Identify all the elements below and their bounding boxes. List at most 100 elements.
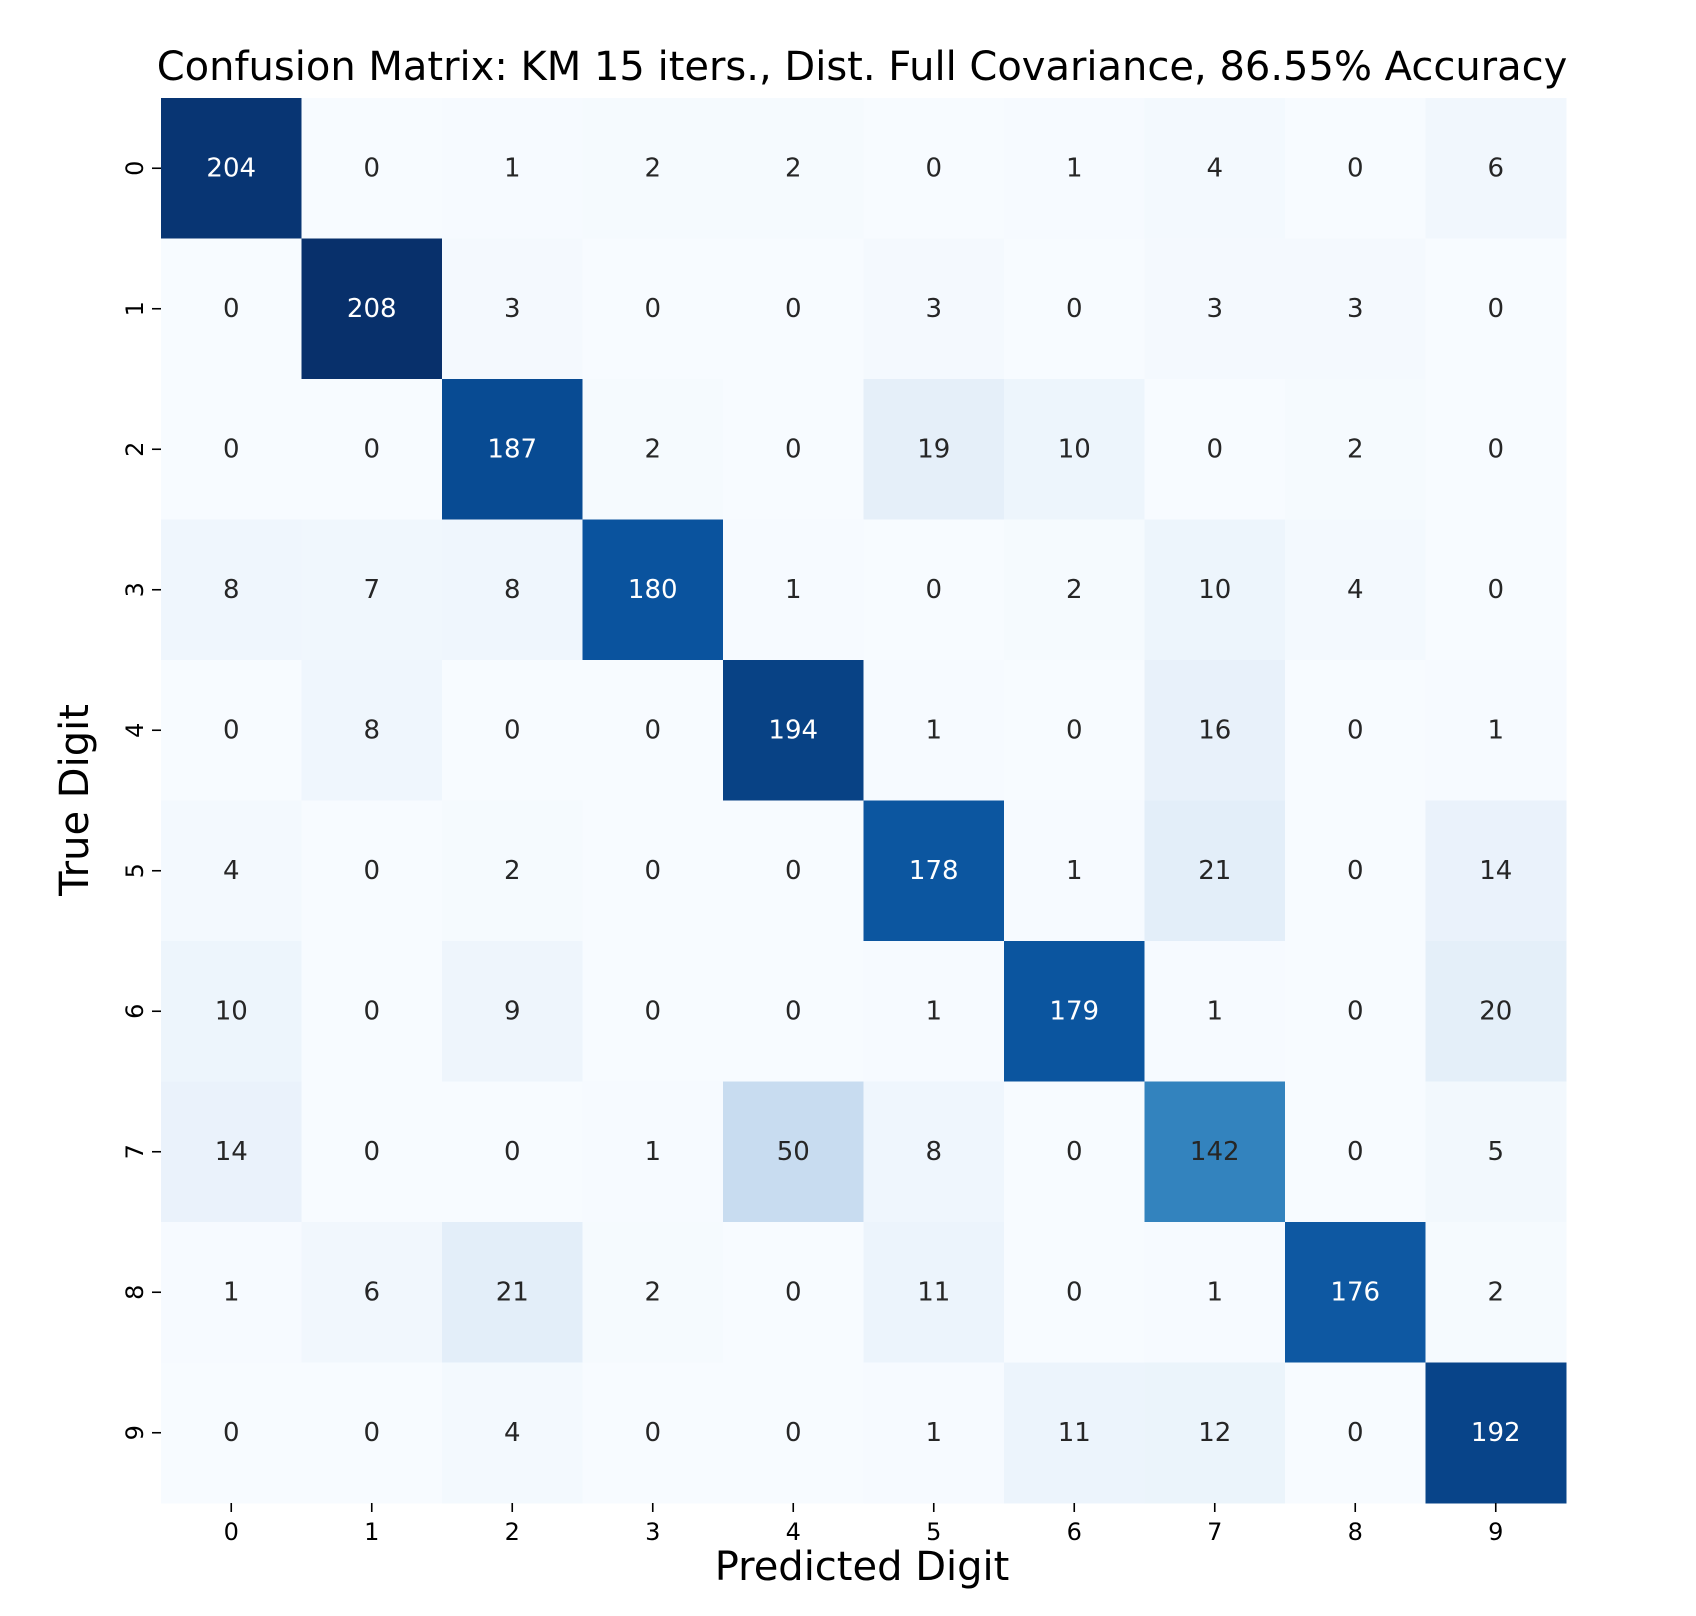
heatmap-cell-value-r5-c4: 0 bbox=[785, 856, 802, 886]
heatmap-cell-value-r3-c6: 2 bbox=[1066, 575, 1083, 605]
heatmap-cell-value-r3-c5: 0 bbox=[925, 575, 942, 605]
heatmap-cell-r6-c1 bbox=[301, 941, 443, 1082]
heatmap-cell-value-r9-c5: 1 bbox=[925, 1418, 942, 1448]
heatmap-cell-r9-c9 bbox=[1425, 1362, 1567, 1504]
heatmap-cell-r9-c4 bbox=[723, 1362, 864, 1504]
heatmap-cell-r7-c2 bbox=[442, 1081, 583, 1223]
heatmap-cell-value-r3-c3: 180 bbox=[628, 575, 678, 605]
heatmap-cell-value-r7-c6: 0 bbox=[1066, 1137, 1083, 1167]
heatmap-cell-r1-c8 bbox=[1285, 238, 1426, 380]
heatmap-cell-r1-c7 bbox=[1144, 238, 1286, 380]
heatmap-cell-r1-c4 bbox=[723, 238, 864, 380]
x-tick-label-0: 0 bbox=[224, 1518, 239, 1546]
heatmap-cell-value-r6-c2: 9 bbox=[504, 996, 521, 1026]
heatmap-cell-r8-c5 bbox=[863, 1222, 1005, 1363]
heatmap-cell-value-r7-c3: 1 bbox=[644, 1137, 661, 1167]
heatmap-cell-r0-c3 bbox=[582, 98, 724, 239]
heatmap-cell-value-r1-c3: 0 bbox=[644, 294, 661, 324]
heatmap-cell-r3-c9 bbox=[1425, 519, 1567, 661]
x-tick-label-8: 8 bbox=[1348, 1518, 1363, 1546]
heatmap-cell-value-r8-c1: 6 bbox=[363, 1277, 380, 1307]
heatmap-cell-r6-c4 bbox=[723, 941, 864, 1082]
x-axis-label: Predicted Digit bbox=[715, 1544, 1010, 1590]
heatmap-cell-r9-c2 bbox=[442, 1362, 583, 1504]
heatmap-cell-value-r9-c8: 0 bbox=[1347, 1418, 1364, 1448]
heatmap-cell-value-r8-c6: 0 bbox=[1066, 1277, 1083, 1307]
heatmap-cell-r1-c1 bbox=[301, 238, 443, 380]
heatmap-cell-r3-c8 bbox=[1285, 519, 1426, 661]
heatmap-cell-value-r0-c0: 204 bbox=[206, 153, 256, 183]
heatmap-cell-value-r8-c0: 1 bbox=[223, 1277, 240, 1307]
heatmap-cell-r0-c2 bbox=[442, 98, 583, 239]
heatmap-cell-r4-c7 bbox=[1144, 660, 1286, 801]
heatmap-cell-r9-c3 bbox=[582, 1362, 724, 1504]
heatmap-cell-value-r4-c6: 0 bbox=[1066, 715, 1083, 745]
heatmap-cell-r5-c0 bbox=[161, 800, 302, 942]
heatmap-cell-r8-c9 bbox=[1425, 1222, 1567, 1363]
heatmap-cell-r6-c2 bbox=[442, 941, 583, 1082]
heatmap-cell-value-r1-c7: 3 bbox=[1206, 294, 1223, 324]
heatmap-cell-value-r6-c9: 20 bbox=[1479, 996, 1512, 1026]
heatmap-cell-value-r4-c2: 0 bbox=[504, 715, 521, 745]
heatmap-cell-value-r0-c9: 6 bbox=[1487, 153, 1504, 183]
heatmap-cell-value-r9-c3: 0 bbox=[644, 1418, 661, 1448]
heatmap-cell-value-r8-c3: 2 bbox=[644, 1277, 661, 1307]
heatmap-cell-value-r6-c1: 0 bbox=[363, 996, 380, 1026]
heatmap-cell-r0-c4 bbox=[723, 98, 864, 239]
heatmap-cell-r8-c1 bbox=[301, 1222, 443, 1363]
heatmap-cell-value-r4-c4: 194 bbox=[768, 715, 818, 745]
heatmap-cell-r6-c8 bbox=[1285, 941, 1426, 1082]
heatmap-cell-value-r1-c6: 0 bbox=[1066, 294, 1083, 324]
heatmap-cell-r5-c6 bbox=[1004, 800, 1145, 942]
heatmap-cell-value-r3-c9: 0 bbox=[1487, 575, 1504, 605]
heatmap-cell-r0-c7 bbox=[1144, 98, 1286, 239]
heatmap-cell-value-r1-c8: 3 bbox=[1347, 294, 1364, 324]
heatmap-cell-r5-c4 bbox=[723, 800, 864, 942]
heatmap-cell-value-r5-c7: 21 bbox=[1198, 856, 1231, 886]
heatmap-cell-r4-c2 bbox=[442, 660, 583, 801]
chart-title: Confusion Matrix: KM 15 iters., Dist. Fu… bbox=[157, 44, 1568, 90]
heatmap-cell-value-r6-c0: 10 bbox=[215, 996, 248, 1026]
heatmap-cell-value-r1-c5: 3 bbox=[925, 294, 942, 324]
y-tick-label-7: 7 bbox=[121, 1144, 149, 1159]
heatmap-cell-value-r2-c1: 0 bbox=[363, 434, 380, 464]
heatmap-cell-r2-c6 bbox=[1004, 379, 1145, 520]
heatmap-cell-value-r7-c7: 142 bbox=[1190, 1137, 1240, 1167]
heatmap-cell-r5-c1 bbox=[301, 800, 443, 942]
heatmap-cell-r9-c7 bbox=[1144, 1362, 1286, 1504]
heatmap-cell-r3-c3 bbox=[582, 519, 724, 661]
heatmap-cell-r4-c1 bbox=[301, 660, 443, 801]
heatmap-cell-value-r7-c4: 50 bbox=[777, 1137, 810, 1167]
heatmap-cell-value-r8-c8: 176 bbox=[1330, 1277, 1380, 1307]
heatmap-cell-r7-c8 bbox=[1285, 1081, 1426, 1223]
x-tick-label-2: 2 bbox=[505, 1518, 520, 1546]
heatmap-cell-value-r4-c8: 0 bbox=[1347, 715, 1364, 745]
heatmap-cell-r2-c2 bbox=[442, 379, 583, 520]
heatmap-cell-r2-c4 bbox=[723, 379, 864, 520]
heatmap-cell-r0-c5 bbox=[863, 98, 1005, 239]
heatmap-cell-r8-c7 bbox=[1144, 1222, 1286, 1363]
y-tick-label-8: 8 bbox=[121, 1285, 149, 1300]
heatmap-cell-value-r2-c7: 0 bbox=[1206, 434, 1223, 464]
heatmap-cell-value-r0-c1: 0 bbox=[363, 153, 380, 183]
heatmap-cell-r6-c0 bbox=[161, 941, 302, 1082]
heatmap-cell-value-r9-c9: 192 bbox=[1471, 1418, 1521, 1448]
heatmap-cell-r7-c7 bbox=[1144, 1081, 1286, 1223]
heatmap-cell-value-r9-c7: 12 bbox=[1198, 1418, 1231, 1448]
heatmap-cell-r7-c5 bbox=[863, 1081, 1005, 1223]
heatmap-cell-value-r9-c0: 0 bbox=[223, 1418, 240, 1448]
heatmap-cell-value-r5-c0: 4 bbox=[223, 856, 240, 886]
heatmap-cell-r3-c7 bbox=[1144, 519, 1286, 661]
heatmap-cell-r3-c5 bbox=[863, 519, 1005, 661]
heatmap-cell-value-r8-c4: 0 bbox=[785, 1277, 802, 1307]
heatmap-cell-value-r7-c9: 5 bbox=[1487, 1137, 1504, 1167]
y-tick-label-1: 1 bbox=[121, 301, 149, 316]
heatmap-cell-value-r5-c2: 2 bbox=[504, 856, 521, 886]
heatmap-cell-r3-c2 bbox=[442, 519, 583, 661]
heatmap-cell-value-r8-c5: 11 bbox=[917, 1277, 950, 1307]
heatmap-cell-value-r2-c3: 2 bbox=[644, 434, 661, 464]
heatmap-cell-value-r0-c3: 2 bbox=[644, 153, 661, 183]
y-axis-label: True Digit bbox=[52, 704, 98, 897]
heatmap-cell-value-r0-c8: 0 bbox=[1347, 153, 1364, 183]
